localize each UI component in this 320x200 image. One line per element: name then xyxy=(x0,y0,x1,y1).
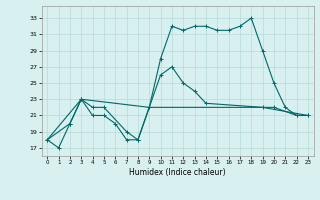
X-axis label: Humidex (Indice chaleur): Humidex (Indice chaleur) xyxy=(129,168,226,177)
